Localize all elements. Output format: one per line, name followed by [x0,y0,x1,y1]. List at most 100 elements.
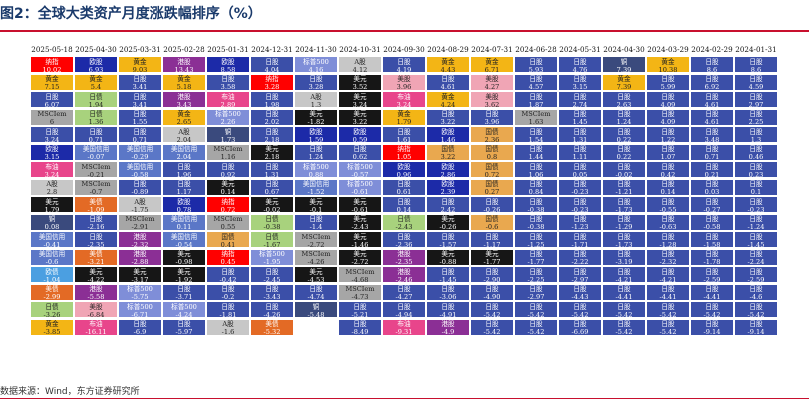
asset-name: 日股 [221,285,235,293]
asset-return: -2.43 [351,223,369,231]
asset-cell: 日股 8.6 [690,56,734,73]
asset-return: -0.54 [175,240,193,248]
month-header: 2025-02-28 [163,45,205,54]
asset-return: 9.03 [132,65,148,73]
asset-return: 8.6 [750,65,762,73]
asset-return: 1.94 [88,100,104,108]
asset-return: 4.61 [704,100,720,108]
asset-cell: 日股 6.07 [30,91,74,108]
asset-name: 欧股 [353,127,367,136]
asset-cell: 欧股 6.93 [74,56,118,73]
month-header: 2024-11-30 [295,45,337,54]
asset-return: 1.11 [572,153,588,161]
asset-return: -1.81 [219,310,237,318]
asset-cell: 美元 -0.61 [338,196,382,213]
asset-return: 1.54 [528,135,544,143]
asset-return: -8.49 [351,328,369,336]
asset-cell: 美股 -6.84 [74,301,118,318]
asset-name: 港股 [133,232,147,241]
asset-cell: 美元 -3.17 [118,266,162,283]
asset-return: 0.72 [484,170,500,178]
asset-cell: 标普500 0.88 [294,161,338,178]
asset-cell: 美股 4.27 [470,73,514,91]
asset-name: 黄金 [177,110,191,118]
asset-name: A股 [222,320,234,328]
asset-name: 日股 [397,302,411,311]
asset-return: 4.19 [396,65,412,73]
asset-return: -0.23 [571,205,589,213]
asset-return: -6.84 [87,310,105,318]
asset-return: 2.89 [220,100,236,108]
asset-cell: 日股 2.02 [250,108,294,126]
asset-name: 美国信用 [170,215,198,223]
asset-cell: 日股 -1.17 [470,231,514,248]
asset-cell: 日股 -1.4 [294,213,338,231]
asset-name: 美元 [309,267,323,276]
asset-name: 纳指 [221,197,235,206]
asset-name: 日股 [705,267,719,276]
asset-cell: MSCIem -4.73 [338,283,382,301]
asset-cell: 日股 -5.42 [734,301,778,318]
asset-cell: 美国信用 2.04 [162,143,206,161]
asset-return: 4.76 [572,65,588,73]
asset-name: 纳指 [265,75,279,83]
asset-name: 标普500 [215,110,241,118]
asset-return: 3.96 [484,118,500,126]
asset-return: -3.17 [131,275,149,283]
asset-cell: 日股 -3.43 [250,283,294,301]
asset-cell: 欧股 1.46 [426,126,470,143]
asset-return: 1.3 [750,135,762,143]
asset-name: 日股 [617,285,631,293]
asset-cell: 标普500 2.26 [206,108,250,126]
asset-cell: 日股 -2.22 [558,248,602,266]
asset-return: -1.78 [703,258,721,266]
asset-return: 4.04 [264,65,280,73]
asset-return: 3.43 [176,100,192,108]
asset-name: 日股 [749,75,763,83]
asset-return: -5.42 [703,310,721,318]
asset-cell: 日股 0.14 [382,196,426,213]
asset-return: 0.14 [396,205,412,213]
asset-name: MSCIem [301,250,331,258]
asset-return: 1.98 [264,100,280,108]
asset-cell: 日股 5.93 [514,56,558,73]
asset-cell: 日股 1.61 [382,126,426,143]
asset-name: 标普500 [127,302,153,311]
asset-cell: 日股 3.28 [294,73,338,91]
asset-cell: 黄金 7.39 [602,73,646,91]
asset-return: -0.26 [483,205,501,213]
asset-return: 0.11 [176,223,192,231]
asset-cell: 日股 -4.26 [250,301,294,318]
asset-cell: 日股 2.25 [734,108,778,126]
asset-name: MSCIem [213,145,243,153]
asset-return: -2.22 [571,258,589,266]
asset-name: 国债 [485,215,499,223]
asset-return: -0.21 [87,170,105,178]
asset-name: 欧股 [309,127,323,136]
asset-return: 0.71 [132,135,148,143]
asset-return: 0.14 [660,188,676,196]
asset-name: 国债 [441,145,455,153]
asset-cell: MSCIem 1.63 [514,108,558,126]
asset-name: 日股 [573,250,587,258]
asset-cell: 日股 1.31 [250,161,294,178]
asset-return: -1.58 [703,240,721,248]
asset-cell: 日债 1.36 [74,108,118,126]
asset-name: 日股 [397,127,411,136]
asset-return: -1.73 [615,205,633,213]
asset-name: 日股 [529,197,543,206]
asset-return: 1.45 [572,118,588,126]
asset-return: -0.07 [87,153,105,161]
asset-name: 港股 [89,285,103,293]
asset-return: 1.61 [396,135,412,143]
asset-cell: 日股 -0.63 [646,213,690,231]
asset-return: -0.58 [703,223,721,231]
asset-return: 0.84 [528,188,544,196]
asset-cell: 欧股 0.59 [338,126,382,143]
asset-name: 日股 [177,285,191,293]
asset-name: 日股 [265,302,279,311]
asset-name: 黄金 [177,75,191,83]
asset-return: 1.73 [220,135,236,143]
asset-name: 港股 [397,267,411,276]
asset-return: 2.18 [264,135,280,143]
